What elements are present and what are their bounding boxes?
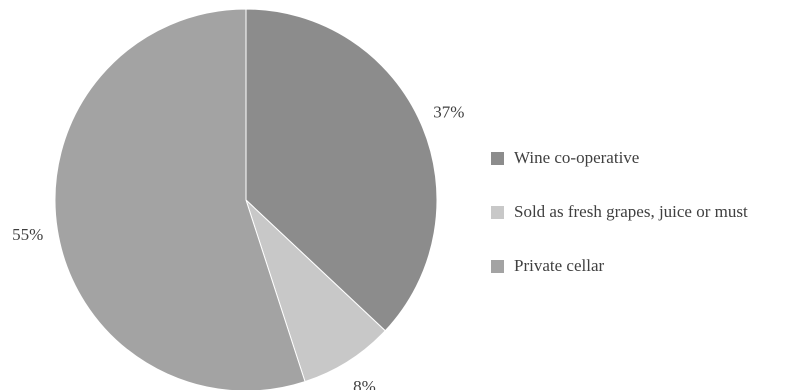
legend-item-wine-cooperative: Wine co-operative	[491, 146, 748, 170]
legend-label-wine-cooperative: Wine co-operative	[514, 148, 640, 167]
pie-slice-wine-cooperative	[245, 8, 438, 332]
slice-label-fresh-grapes: 8%	[353, 377, 376, 390]
pie-slice-private-cellar	[54, 8, 306, 390]
legend-swatch-fresh-grapes	[491, 205, 504, 219]
legend-item-fresh-grapes: Sold as fresh grapes, juice or must	[491, 200, 748, 224]
slice-label-wine-cooperative: 37%	[433, 103, 464, 122]
chart-legend: Wine co-operative Sold as fresh grapes, …	[491, 146, 748, 308]
legend-label-private-cellar: Private cellar	[514, 256, 605, 275]
pie-slices	[54, 8, 438, 390]
slice-label-private-cellar: 55%	[12, 225, 43, 244]
legend-swatch-private-cellar	[491, 259, 504, 273]
pie-slice-labels: 37% 8% 55%	[12, 103, 464, 390]
legend-item-private-cellar: Private cellar	[491, 254, 748, 278]
legend-label-fresh-grapes: Sold as fresh grapes, juice or must	[514, 202, 748, 221]
pie-slice-fresh-grapes	[245, 199, 386, 383]
legend-swatch-wine-cooperative	[491, 151, 504, 165]
